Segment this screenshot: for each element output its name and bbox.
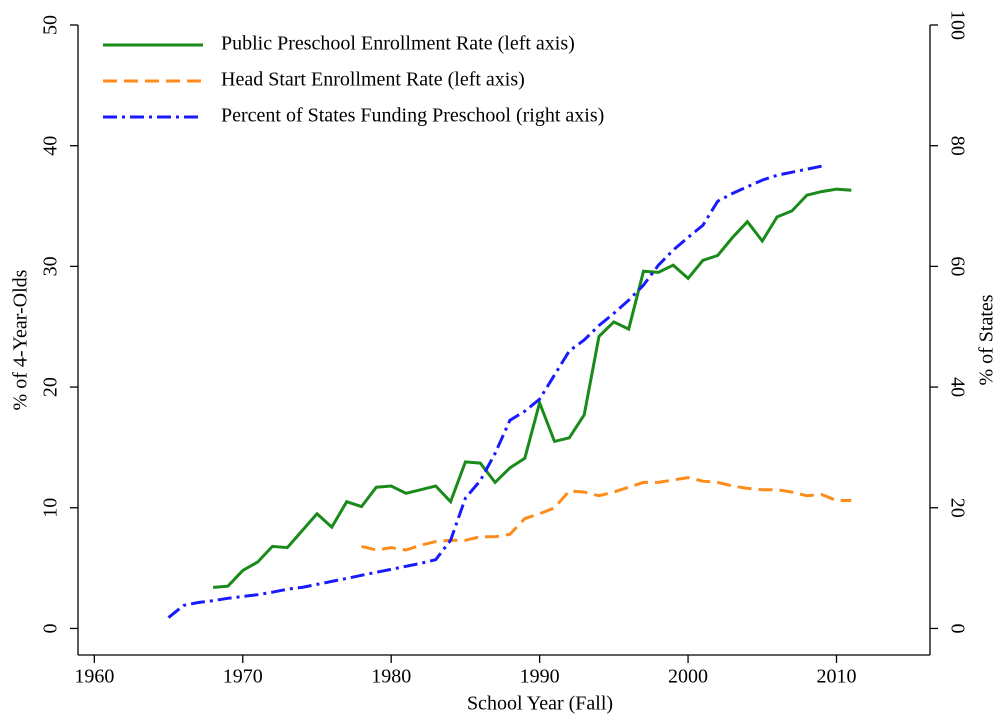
data-line <box>212 187 852 589</box>
y2-axis-label: % of States <box>976 294 998 385</box>
y-tick-label: 0 <box>40 623 62 633</box>
y2-tick-label: 100 <box>946 10 968 40</box>
y-tick-label: 30 <box>40 256 62 276</box>
y2-tick-label: 60 <box>946 256 968 276</box>
y2-tick-label: 0 <box>946 623 968 633</box>
x-tick-label: 2000 <box>668 666 708 688</box>
y2-tick-label: 20 <box>946 498 968 518</box>
legend-label: Percent of States Funding Preschool (rig… <box>221 105 604 127</box>
x-tick-label: 1960 <box>74 666 114 688</box>
legend-label: Public Preschool Enrollment Rate (left a… <box>221 33 575 55</box>
legend-label: Head Start Enrollment Rate (left axis) <box>221 69 525 91</box>
y-tick-label: 50 <box>40 15 62 35</box>
x-axis-label: School Year (Fall) <box>467 693 613 715</box>
y-tick-label: 40 <box>40 136 62 156</box>
y2-tick-label: 80 <box>946 136 968 156</box>
data-line <box>167 164 822 619</box>
x-tick-label: 1970 <box>223 666 263 688</box>
data-line <box>361 476 852 552</box>
x-tick-label: 2010 <box>816 666 856 688</box>
y-axis-label: % of 4-Year-Olds <box>10 269 32 410</box>
y-tick-label: 20 <box>40 377 62 397</box>
y2-tick-label: 40 <box>946 377 968 397</box>
x-tick-label: 1990 <box>520 666 560 688</box>
y-tick-label: 10 <box>40 498 62 518</box>
x-tick-label: 1980 <box>371 666 411 688</box>
